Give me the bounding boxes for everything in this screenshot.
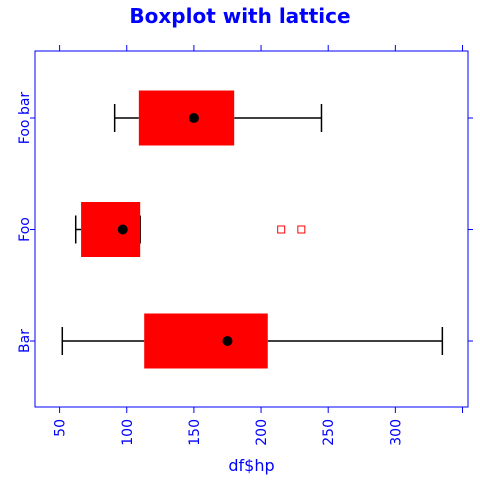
axis-ticks: [30, 45, 473, 413]
x-axis-label: df$hp: [228, 456, 274, 475]
boxplot-marks: [61, 90, 444, 369]
y-tick-label: Bar: [17, 329, 33, 353]
outlier-point: [277, 225, 286, 234]
median-dot: [188, 113, 199, 123]
x-tick-labels: 50 100 150 200 250 300: [53, 419, 405, 446]
box-iqr: [144, 313, 268, 369]
box-iqr: [138, 90, 235, 146]
y-tick-label: Foo: [17, 217, 33, 242]
x-tick-label: 50: [53, 419, 69, 437]
box-bar: [61, 313, 444, 369]
x-tick-label: 100: [120, 419, 136, 446]
y-tick-label: Foo bar: [17, 92, 33, 145]
y-tick-labels: Bar Foo Foo bar: [17, 92, 33, 353]
chart-title: Boxplot with lattice: [129, 4, 350, 28]
box-foo-bar: [113, 90, 323, 146]
x-tick-label: 150: [187, 419, 203, 446]
x-tick-label: 250: [321, 419, 337, 446]
median-dot: [117, 224, 128, 235]
outlier-point: [297, 225, 306, 234]
median-dot: [222, 336, 233, 346]
box-iqr: [81, 202, 141, 257]
x-tick-label: 300: [388, 419, 404, 446]
x-tick-label: 200: [254, 419, 270, 446]
box-foo: [74, 202, 306, 257]
